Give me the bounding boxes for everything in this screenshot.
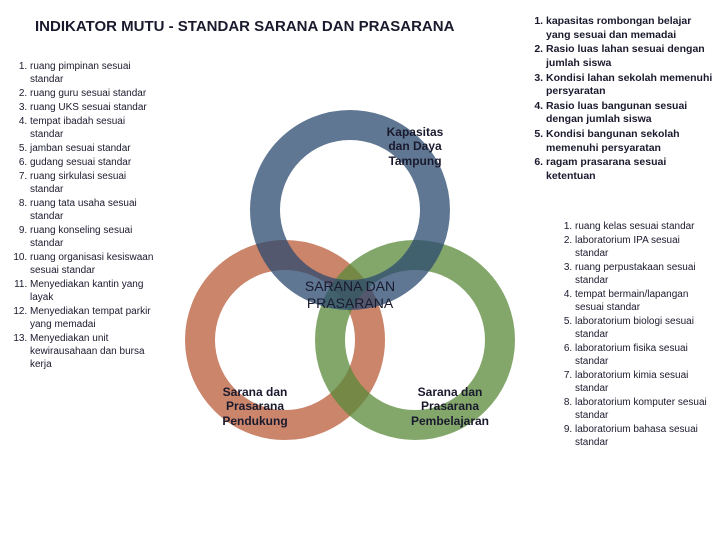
top-circle-label: Kapasitas dan Daya Tampung bbox=[365, 125, 465, 168]
list-item: laboratorium IPA sesuai standar bbox=[575, 234, 715, 260]
list-item: ruang pimpinan sesuai standar bbox=[30, 60, 160, 86]
list-item: ruang konseling sesuai standar bbox=[30, 224, 160, 250]
venn-diagram: Kapasitas dan Daya Tampung Sarana dan Pr… bbox=[170, 80, 530, 510]
left-circle-label: Sarana dan Prasarana Pendukung bbox=[200, 385, 310, 428]
list-item: kapasitas rombongan belajar yang sesuai … bbox=[546, 15, 715, 42]
list-item: laboratorium biologi sesuai standar bbox=[575, 315, 715, 341]
right-circle-label: Sarana dan Prasarana Pembelajaran bbox=[390, 385, 510, 428]
topright-list: kapasitas rombongan belajar yang sesuai … bbox=[530, 15, 715, 185]
right-list: ruang kelas sesuai standarlaboratorium I… bbox=[555, 220, 715, 450]
list-item: tempat bermain/lapangan sesuai standar bbox=[575, 288, 715, 314]
list-item: gudang sesuai standar bbox=[30, 156, 160, 169]
list-item: Kondisi lahan sekolah memenuhi persyarat… bbox=[546, 72, 715, 99]
list-item: ruang tata usaha sesuai standar bbox=[30, 197, 160, 223]
list-item: Menyediakan kantin yang layak bbox=[30, 278, 160, 304]
list-item: ruang UKS sesuai standar bbox=[30, 101, 160, 114]
list-item: ruang guru sesuai standar bbox=[30, 87, 160, 100]
list-item: Rasio luas bangunan sesuai dengan jumlah… bbox=[546, 100, 715, 127]
list-item: laboratorium komputer sesuai standar bbox=[575, 396, 715, 422]
list-item: laboratorium kimia sesuai standar bbox=[575, 369, 715, 395]
list-item: ruang organisasi kesiswaan sesuai standa… bbox=[30, 251, 160, 277]
list-item: jamban sesuai standar bbox=[30, 142, 160, 155]
list-item: Kondisi bangunan sekolah memenuhi persya… bbox=[546, 128, 715, 155]
list-item: tempat ibadah sesuai standar bbox=[30, 115, 160, 141]
page-title: INDIKATOR MUTU - STANDAR SARANA DAN PRAS… bbox=[35, 18, 454, 35]
list-item: laboratorium fisika sesuai standar bbox=[575, 342, 715, 368]
list-item: Menyediakan tempat parkir yang memadai bbox=[30, 305, 160, 331]
list-item: ragam prasarana sesuai ketentuan bbox=[546, 156, 715, 183]
list-item: Rasio luas lahan sesuai dengan jumlah si… bbox=[546, 43, 715, 70]
center-label: SARANA DAN PRASARANA bbox=[280, 278, 420, 312]
list-item: ruang perpustakaan sesuai standar bbox=[575, 261, 715, 287]
list-item: ruang sirkulasi sesuai standar bbox=[30, 170, 160, 196]
left-list: ruang pimpinan sesuai standarruang guru … bbox=[10, 60, 160, 372]
list-item: Menyediakan unit kewirausahaan dan bursa… bbox=[30, 332, 160, 371]
list-item: laboratorium bahasa sesuai standar bbox=[575, 423, 715, 449]
list-item: ruang kelas sesuai standar bbox=[575, 220, 715, 233]
